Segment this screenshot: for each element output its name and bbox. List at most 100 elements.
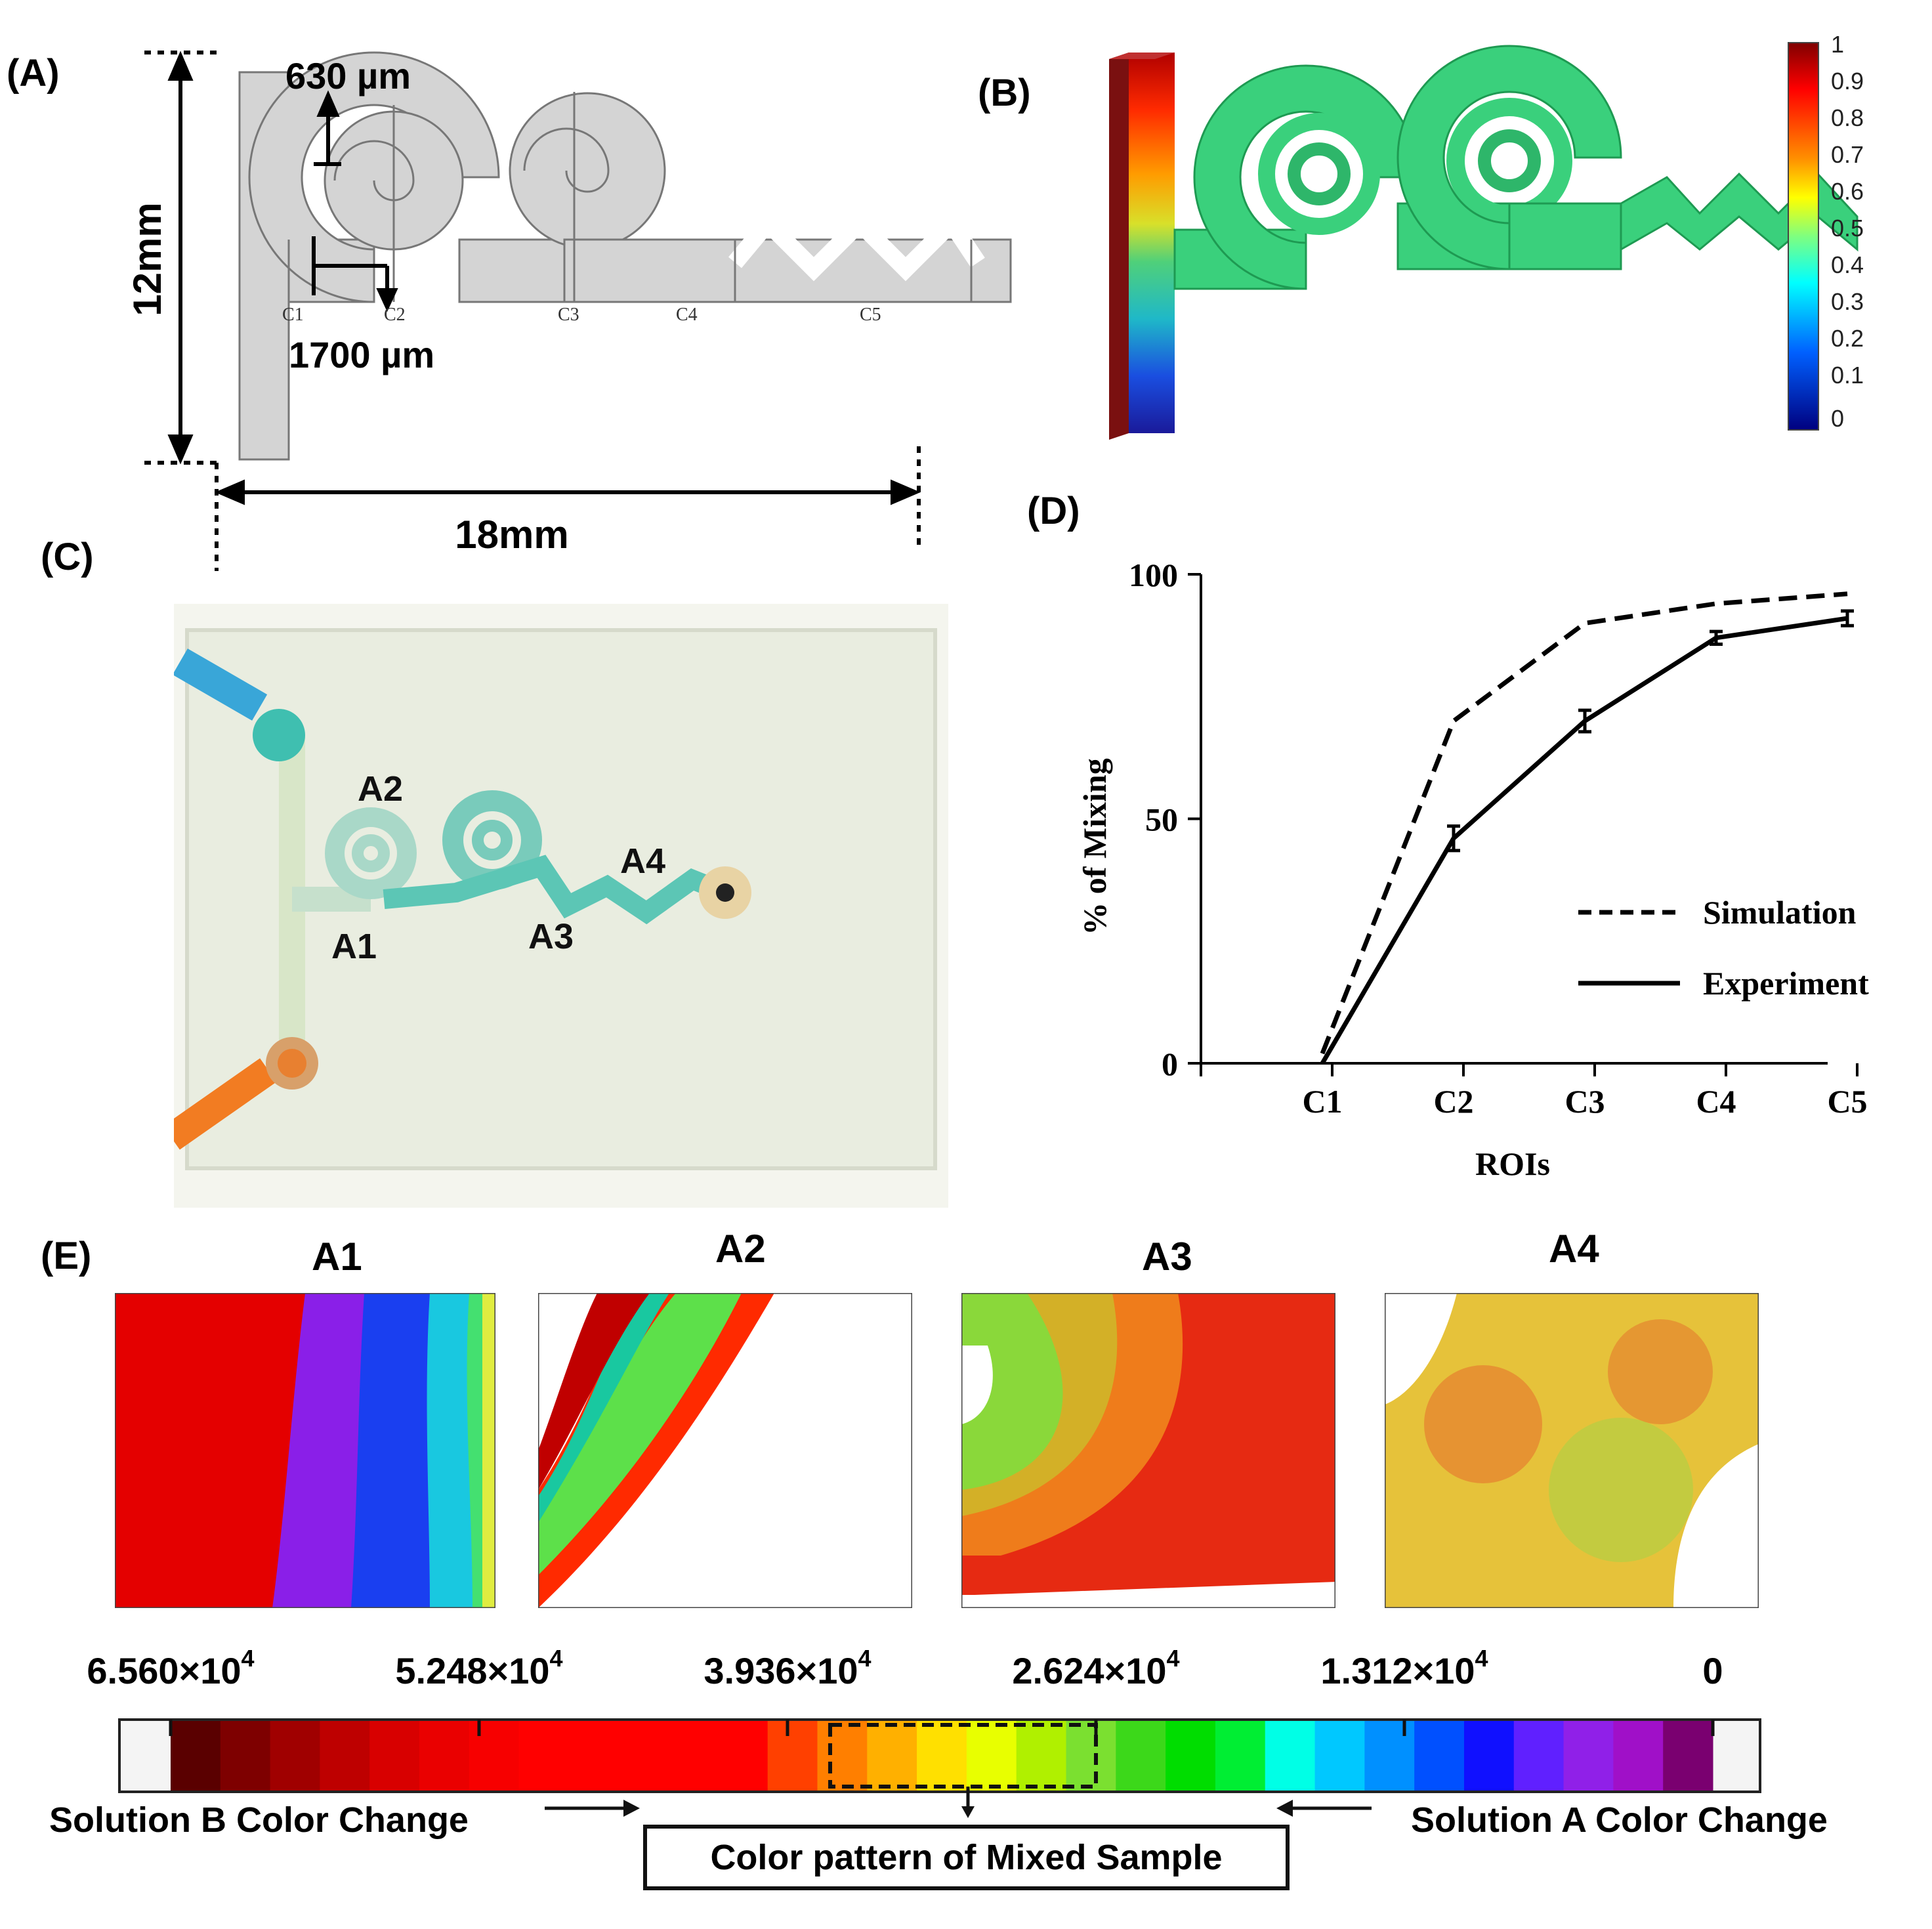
scale-tick-exp-3: 4 [1167,1645,1180,1672]
scale-cell-30 [1663,1720,1713,1792]
sim-tick-0: 0 [1831,405,1844,432]
d-errorbar-C4 [1710,629,1723,647]
roi-title-a4: A4 [1549,1227,1599,1271]
panel-c-label: (C) [41,536,94,578]
panel-a-schematic: 630 µm 1700 µm 18mm 12mm C1 C2 C3 C4 C5 [125,51,1012,571]
label-c4: C4 [676,305,698,325]
scale-cell-15 [917,1720,967,1792]
chip-channel [279,735,729,1063]
d-xtick-label-C1: C1 [1302,1083,1342,1120]
tube-blue [174,648,305,761]
tube-orange [174,1037,318,1150]
sim-tick-1: 1 [1831,33,1844,58]
sim-tick-06: 0.6 [1831,178,1864,205]
d-ytick-label-0: 0 [1162,1046,1178,1082]
sim-tick-03: 0.3 [1831,288,1864,315]
photo-label-a1: A1 [331,927,377,966]
scale-tick-exp-1: 4 [550,1645,563,1672]
arrow-solution-a-head [1276,1800,1293,1817]
d-xtick-label-C2: C2 [1433,1083,1473,1120]
scale-tick-exp-0: 4 [242,1645,255,1672]
legend-simulation-label: Simulation [1703,894,1857,931]
mixed-sample-box: Color pattern of Mixed Sample [643,1825,1290,1890]
d-errorbar-C3 [1578,708,1591,734]
sim-tick-05: 0.5 [1831,215,1864,242]
scale-cell-6 [469,1720,520,1792]
d-ytick-label-50: 50 [1145,801,1178,838]
scale-cell-3 [320,1720,370,1792]
scale-cell-5 [419,1720,470,1792]
scale-cell-18 [1066,1720,1116,1792]
photo-label-a4: A4 [620,841,665,881]
scale-cell-22 [1265,1720,1316,1792]
mixer-channel-3d [1173,45,1858,290]
solution-a-label: Solution A Color Change [1411,1800,1828,1840]
roi-image-a4 [1385,1293,1759,1608]
scale-cell-11 [717,1720,768,1792]
panel-a-label: (A) [7,52,60,95]
mixed-sample-label: Color pattern of Mixed Sample [710,1838,1223,1877]
scale-cell-29 [1613,1720,1664,1792]
panel-d-label: (D) [1027,490,1080,532]
panel-c-photo: A1 A2 A3 A4 [174,604,948,1208]
legend-experiment-label: Experiment [1703,965,1869,1002]
scale-bar [118,1718,1761,1818]
sim-colorbar-ticks: 1 0.9 0.8 0.7 0.6 0.5 0.4 0.3 0.2 0.1 0 [1831,33,1864,432]
d-ytick-label-100: 100 [1129,557,1178,593]
scale-tick-label-2: 3.936×104 [704,1645,871,1691]
scale-tick-exp-4: 4 [1475,1645,1488,1672]
sim-tick-09: 0.9 [1831,68,1864,95]
scale-cell-14 [867,1720,917,1792]
scale-tick-label-5: 0 [1702,1650,1723,1691]
sim-colorbar [1788,42,1819,431]
inlet-channel-3d [1109,53,1175,440]
d-errorbar-C5 [1841,609,1854,627]
scale-tick-label-4: 1.312×104 [1320,1645,1488,1691]
panel-b-simulation: 1 0.9 0.8 0.7 0.6 0.5 0.4 0.3 0.2 0.1 0 [1109,33,1864,440]
d-xtick-label-C5: C5 [1827,1083,1867,1120]
dim-630: 630 µm [285,55,411,96]
d-legend: Simulation Experiment [1578,894,1869,1002]
mixed-region-box [828,1723,1098,1789]
roi-title-a3: A3 [1142,1235,1192,1279]
scale-cell-28 [1563,1720,1614,1792]
scale-cell-26 [1463,1720,1515,1792]
panel-e-label: (E) [41,1235,92,1277]
scale-cell-13 [817,1720,868,1792]
d-errorbar-C2 [1447,824,1460,853]
scale-cell-7 [518,1720,569,1792]
panel-d-chart: 0 50 100 C1 C2 C3 C4 C5 % of Mixing ROIs Simula… [1076,557,1869,1182]
d-xtick-label-C3: C3 [1564,1083,1605,1120]
dim-1700: 1700 µm [289,334,434,375]
scale-cell-25 [1414,1720,1465,1792]
panel-b-label: (B) [978,72,1031,114]
d-series-simulation [1320,591,1848,1055]
label-c5: C5 [860,305,881,325]
label-c2: C2 [384,305,406,325]
scale-cell-0 [171,1720,221,1792]
scale-cell-16 [966,1720,1017,1792]
roi-title-a1: A1 [312,1235,362,1279]
scale-cell-9 [618,1720,669,1792]
scale-tick-label-1: 5.248×104 [395,1645,562,1691]
scale-cell-4 [369,1720,420,1792]
scale-cell-19 [1116,1720,1166,1792]
label-c1: C1 [282,305,304,325]
scale-tick-label-3: 2.624×104 [1012,1645,1179,1691]
mixed-pointer-head [961,1806,975,1818]
scale-cell-8 [568,1720,619,1792]
scale-cell-27 [1513,1720,1564,1792]
scale-cell-23 [1314,1720,1365,1792]
dimension-lines [144,51,921,571]
label-c3: C3 [558,305,579,325]
scale-tick-label-0: 6.560×104 [87,1645,254,1691]
scale-cell-24 [1364,1720,1415,1792]
sim-tick-08: 0.8 [1831,104,1864,131]
photo-label-a3: A3 [528,917,574,956]
sim-tick-07: 0.7 [1831,141,1864,168]
roi-image-a3 [961,1293,1335,1608]
photo-label-a2: A2 [358,769,403,809]
scale-cell-10 [668,1720,719,1792]
channel-detail [287,92,985,302]
scale-cell-1 [220,1720,271,1792]
